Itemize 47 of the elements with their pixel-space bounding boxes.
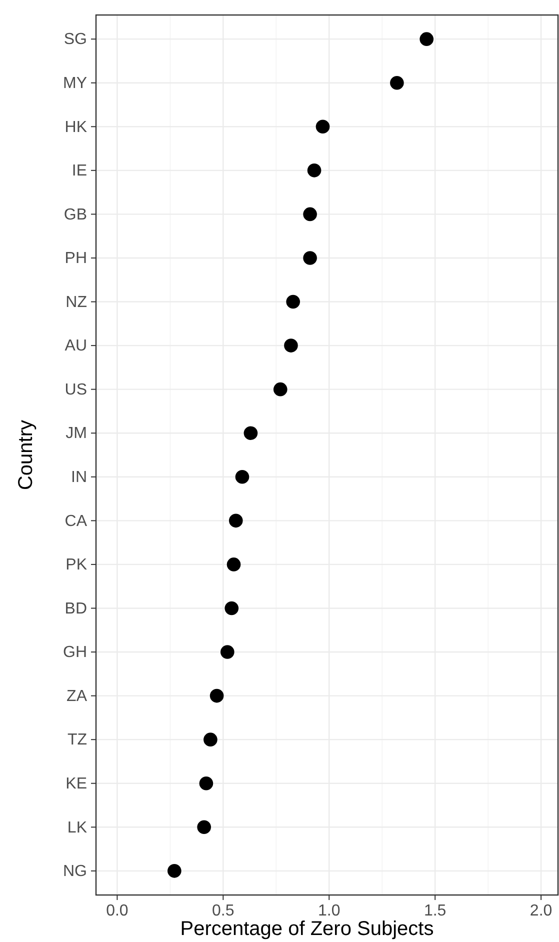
point: [235, 470, 250, 484]
y-tick-label: GB: [64, 206, 87, 224]
y-tick-label: KE: [66, 775, 87, 792]
point: [168, 864, 182, 878]
point: [307, 164, 322, 178]
y-tick-label: NZ: [66, 294, 88, 311]
y-tick-label: LK: [67, 819, 88, 836]
point: [286, 294, 300, 309]
x-tick-label: 1.5: [424, 902, 446, 920]
y-tick-label: NG: [63, 863, 87, 880]
y-tick-label: MY: [63, 74, 88, 92]
point: [316, 120, 330, 134]
point: [390, 76, 404, 90]
x-tick-label: 0.5: [212, 902, 234, 920]
y-tick-label: PH: [64, 250, 87, 268]
y-tick-label: TZ: [67, 732, 88, 749]
point: [210, 688, 224, 703]
point: [197, 820, 211, 834]
y-tick-label: IE: [72, 162, 87, 180]
point: [228, 514, 243, 528]
y-tick-label: BD: [64, 600, 87, 618]
y-tick-label: AU: [64, 338, 87, 355]
point: [303, 251, 317, 265]
y-tick-label: IN: [71, 469, 87, 486]
point: [199, 776, 214, 790]
y-tick-label: SG: [64, 31, 87, 48]
point: [420, 32, 434, 46]
y-tick-label: US: [64, 381, 87, 398]
x-tick-label: 2.0: [530, 902, 552, 920]
point: [244, 426, 258, 440]
y-axis-title: Country: [15, 420, 37, 490]
y-tick-label: CA: [64, 512, 88, 530]
y-tick-label: PK: [66, 556, 88, 574]
point: [226, 558, 241, 572]
y-tick-label: ZA: [66, 688, 88, 705]
x-tick-label: 1.0: [318, 902, 340, 920]
y-tick-label: HK: [64, 118, 88, 136]
y-tick-label: GH: [63, 644, 87, 662]
x-axis-title: Percentage of Zero Subjects: [180, 918, 434, 940]
point: [204, 732, 218, 746]
point: [220, 645, 234, 659]
point: [303, 207, 317, 222]
x-tick-label: 0.0: [106, 902, 128, 920]
y-tick-label: JM: [66, 425, 87, 442]
point: [284, 338, 298, 352]
point: [224, 601, 239, 616]
point: [273, 382, 288, 396]
